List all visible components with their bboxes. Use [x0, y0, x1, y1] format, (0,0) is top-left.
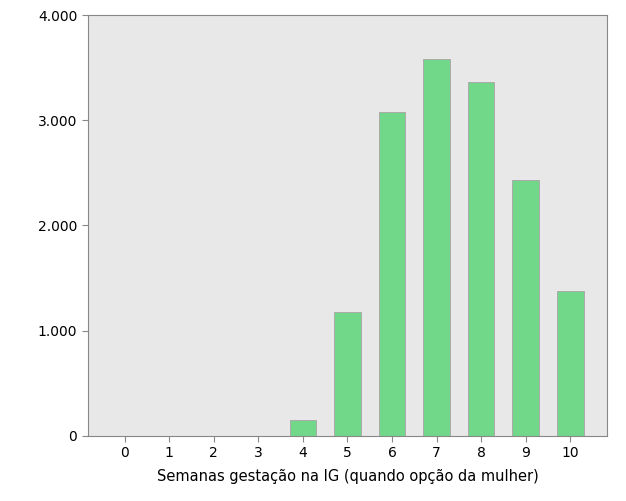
Bar: [379, 112, 406, 436]
Bar: [289, 420, 316, 436]
Bar: [512, 180, 539, 436]
Bar: [423, 59, 450, 436]
Bar: [334, 312, 361, 436]
Bar: [468, 82, 495, 436]
Bar: [557, 291, 583, 436]
X-axis label: Semanas gestação na IG (quando opção da mulher): Semanas gestação na IG (quando opção da …: [156, 468, 538, 483]
